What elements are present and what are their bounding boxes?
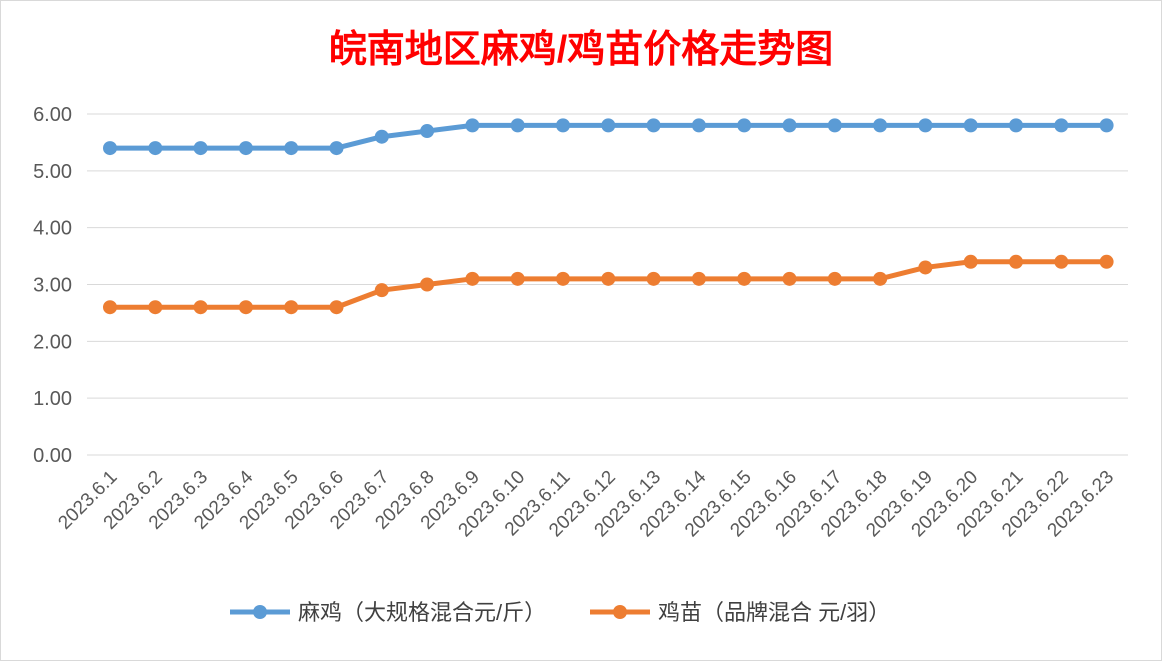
y-axis-tick-labels: 0.00 1.00 2.00 3.00 4.00 5.00 6.00 bbox=[33, 104, 72, 467]
y-tick-label: 5.00 bbox=[33, 161, 72, 183]
data-point[interactable] bbox=[510, 118, 525, 133]
legend-label: 麻鸡（大规格混合元/斤） bbox=[298, 600, 546, 625]
legend-label: 鸡苗（品牌混合 元/羽） bbox=[658, 600, 890, 625]
data-point[interactable] bbox=[374, 129, 389, 144]
data-point[interactable] bbox=[238, 300, 253, 315]
legend[interactable]: 麻鸡（大规格混合元/斤） 鸡苗（品牌混合 元/羽） bbox=[230, 600, 890, 625]
data-point[interactable] bbox=[420, 277, 435, 292]
data-point[interactable] bbox=[963, 254, 978, 269]
data-point[interactable] bbox=[284, 300, 299, 315]
data-point[interactable] bbox=[556, 118, 570, 133]
data-point[interactable] bbox=[510, 271, 525, 286]
legend-item[interactable]: 鸡苗（品牌混合 元/羽） bbox=[590, 600, 890, 625]
data-point[interactable] bbox=[284, 141, 299, 156]
data-point[interactable] bbox=[238, 141, 253, 156]
series-2 bbox=[103, 254, 1114, 315]
data-point[interactable] bbox=[646, 271, 661, 286]
data-point[interactable] bbox=[737, 118, 752, 133]
legend-item[interactable]: 麻鸡（大规格混合元/斤） bbox=[230, 600, 546, 625]
data-point[interactable] bbox=[601, 271, 616, 286]
data-point[interactable] bbox=[103, 141, 117, 156]
chart-title: 皖南地区麻鸡/鸡苗价格走势图 bbox=[329, 29, 834, 71]
gridlines bbox=[87, 113, 1128, 456]
data-point[interactable] bbox=[1054, 254, 1069, 269]
data-point[interactable] bbox=[646, 118, 661, 133]
data-point[interactable] bbox=[329, 300, 344, 315]
data-point[interactable] bbox=[148, 141, 163, 156]
data-point[interactable] bbox=[1054, 118, 1069, 133]
data-point[interactable] bbox=[374, 283, 389, 298]
data-point[interactable] bbox=[1099, 118, 1114, 133]
data-point[interactable] bbox=[465, 271, 480, 286]
series-1 bbox=[103, 118, 1114, 156]
data-point[interactable] bbox=[103, 300, 117, 315]
y-tick-label: 0.00 bbox=[33, 445, 72, 467]
data-point[interactable] bbox=[465, 118, 480, 133]
data-point[interactable] bbox=[193, 300, 208, 315]
data-point[interactable] bbox=[873, 118, 888, 133]
data-point[interactable] bbox=[691, 118, 706, 133]
data-point[interactable] bbox=[827, 271, 842, 286]
y-tick-label: 2.00 bbox=[33, 331, 72, 353]
data-point[interactable] bbox=[873, 271, 888, 286]
data-point[interactable] bbox=[148, 300, 163, 315]
data-point[interactable] bbox=[1009, 254, 1023, 269]
y-tick-label: 4.00 bbox=[33, 218, 72, 240]
data-point[interactable] bbox=[329, 141, 344, 156]
data-point[interactable] bbox=[420, 124, 435, 139]
data-point[interactable] bbox=[918, 260, 933, 275]
data-point[interactable] bbox=[691, 271, 706, 286]
data-point[interactable] bbox=[556, 271, 570, 286]
data-point[interactable] bbox=[193, 141, 208, 156]
data-point[interactable] bbox=[1009, 118, 1023, 133]
legend-swatch-marker bbox=[253, 605, 267, 619]
legend-swatch-marker bbox=[613, 605, 627, 619]
y-tick-label: 3.00 bbox=[33, 275, 72, 297]
data-point[interactable] bbox=[782, 118, 797, 133]
data-point[interactable] bbox=[827, 118, 842, 133]
data-point[interactable] bbox=[1099, 254, 1114, 269]
data-point[interactable] bbox=[782, 271, 797, 286]
y-tick-label: 6.00 bbox=[33, 104, 72, 126]
data-point[interactable] bbox=[737, 271, 752, 286]
series-lines bbox=[103, 118, 1114, 315]
y-tick-label: 1.00 bbox=[33, 388, 72, 410]
data-point[interactable] bbox=[963, 118, 978, 133]
data-point[interactable] bbox=[601, 118, 616, 133]
data-point[interactable] bbox=[918, 118, 933, 133]
